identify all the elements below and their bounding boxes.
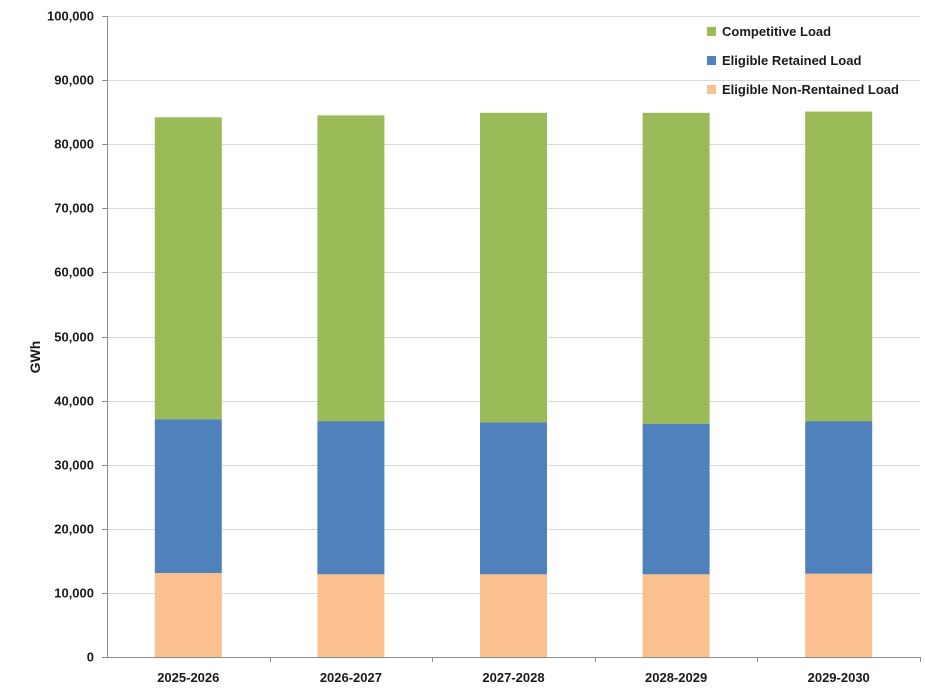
- x-tick-label: 2028-2029: [645, 670, 707, 685]
- legend-swatch: [707, 85, 716, 94]
- bars: [155, 112, 872, 657]
- bar-segment-competitive-load-2028-2029: [643, 113, 710, 424]
- bar-segment-competitive-load-2027-2028: [480, 113, 547, 423]
- y-tick-label: 70,000: [54, 201, 94, 216]
- y-tick-label: 40,000: [54, 394, 94, 409]
- bar-segment-eligible-retained-load-2025-2026: [155, 419, 222, 573]
- bar-segment-eligible-retained-load-2026-2027: [317, 421, 384, 574]
- legend-label: Eligible Non-Rentained Load: [722, 82, 899, 97]
- y-tick-label: 100,000: [47, 9, 94, 24]
- y-tick-label: 80,000: [54, 137, 94, 152]
- bar-segment-eligible-non-rentained-load-2026-2027: [317, 574, 384, 657]
- bar-segment-eligible-non-rentained-load-2025-2026: [155, 573, 222, 657]
- x-tick-label: 2029-2030: [808, 670, 870, 685]
- legend: Competitive Load Eligible Retained Load El…: [707, 24, 899, 97]
- bar-segment-competitive-load-2026-2027: [317, 115, 384, 421]
- bar-segment-eligible-non-rentained-load-2028-2029: [643, 574, 710, 657]
- y-tick-label: 50,000: [54, 330, 94, 345]
- bar-segment-eligible-retained-load-2028-2029: [643, 424, 710, 575]
- y-tick-label: 90,000: [54, 73, 94, 88]
- y-tick-label: 60,000: [54, 265, 94, 280]
- bar-segment-eligible-non-rentained-load-2029-2030: [805, 574, 872, 657]
- bar-segment-eligible-retained-load-2027-2028: [480, 422, 547, 574]
- bar-segment-eligible-non-rentained-load-2027-2028: [480, 574, 547, 657]
- y-axis-title: GWh: [27, 341, 43, 374]
- x-tick-label: 2025-2026: [157, 670, 219, 685]
- legend-label: Competitive Load: [722, 24, 831, 39]
- y-tick-label: 30,000: [54, 458, 94, 473]
- bar-segment-eligible-retained-load-2029-2030: [805, 421, 872, 574]
- y-tick-label: 0: [87, 650, 94, 665]
- x-tick-label: 2026-2027: [320, 670, 382, 685]
- x-tick-label: 2027-2028: [482, 670, 544, 685]
- bar-segment-competitive-load-2025-2026: [155, 117, 222, 419]
- x-tick-labels: 2025-2026 2026-2027 2027-2028 2028-2029 2029…: [157, 657, 920, 685]
- bar-segment-competitive-load-2029-2030: [805, 112, 872, 422]
- legend-label: Eligible Retained Load: [722, 53, 861, 68]
- y-tick-label: 10,000: [54, 586, 94, 601]
- y-tick-label: 20,000: [54, 522, 94, 537]
- legend-swatch: [707, 56, 716, 65]
- legend-swatch: [707, 27, 716, 36]
- y-tick-labels: 0 10,000 20,000 30,000 40,000 50,000 60,000 70,…: [47, 9, 94, 665]
